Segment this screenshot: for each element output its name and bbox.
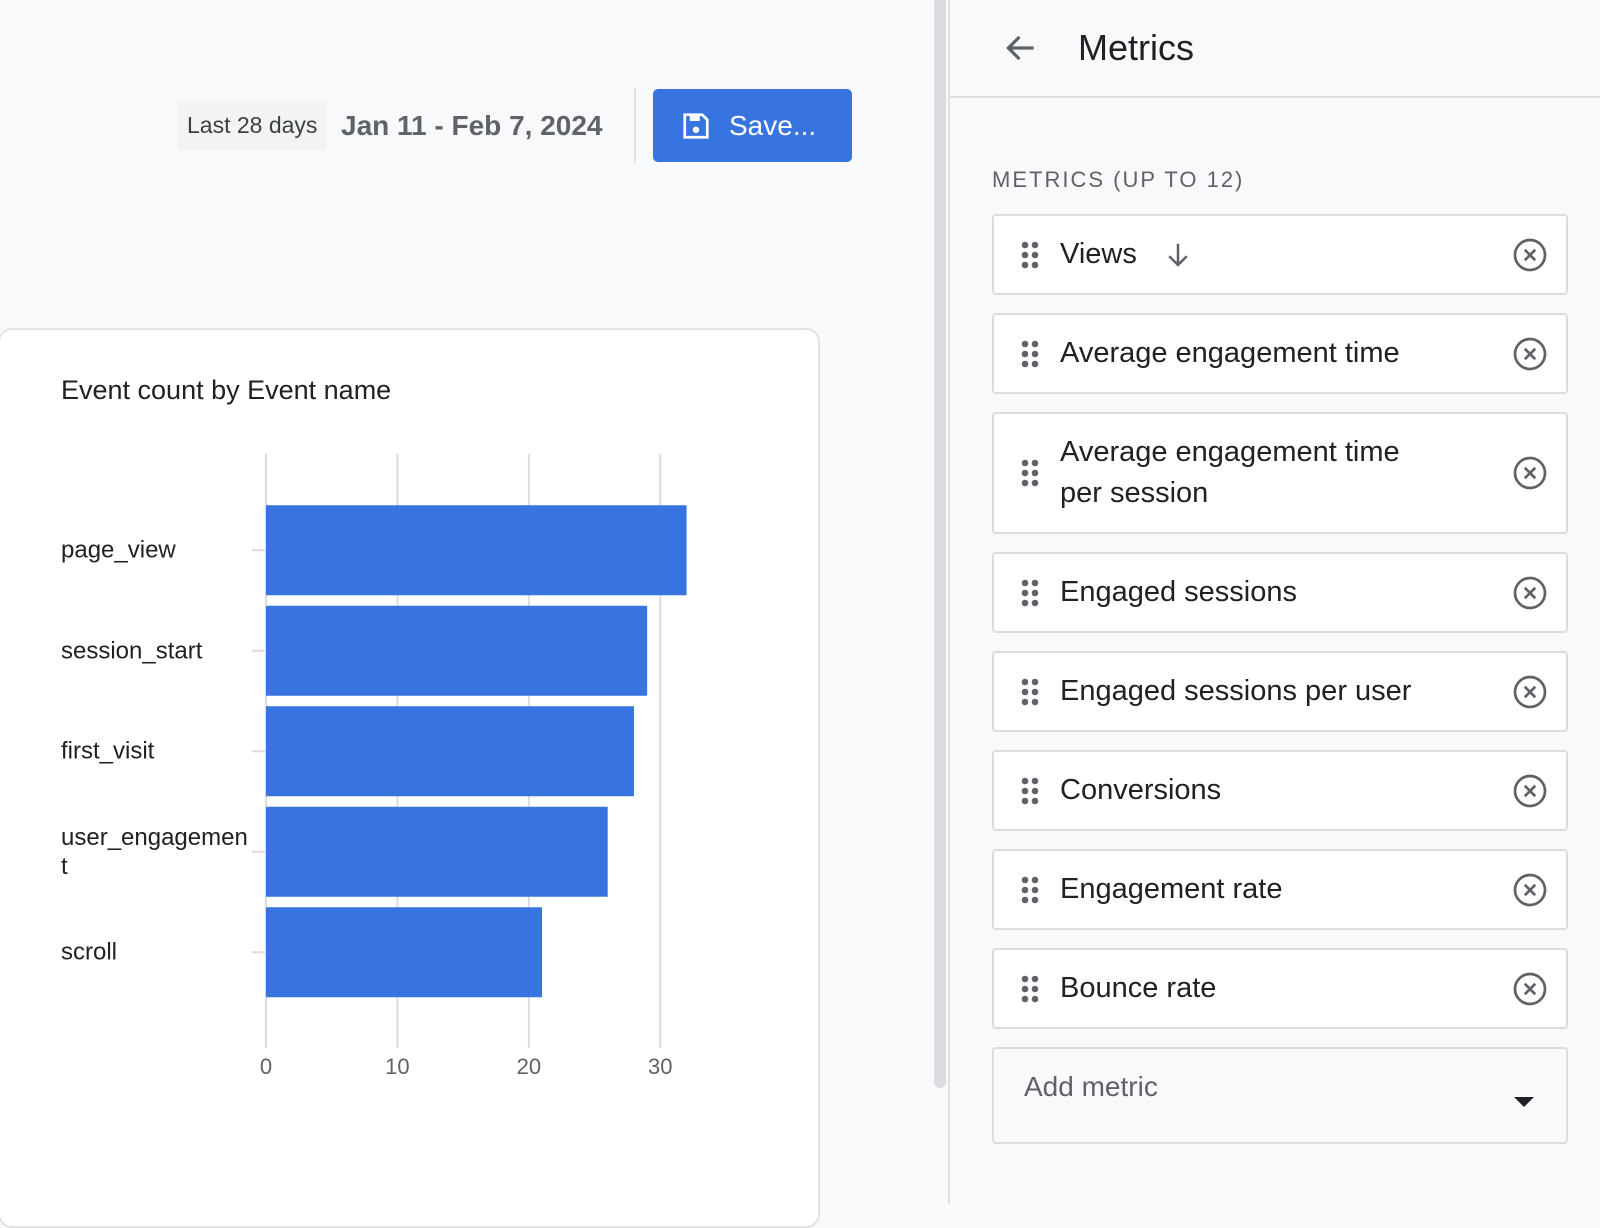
chart: Event count by Event name 0 10 20 30 [61,375,687,1079]
metric-item[interactable]: Engagement rate [992,849,1568,930]
remove-button[interactable] [1512,971,1548,1007]
drag-handle[interactable] [1020,676,1040,708]
save-icon [683,112,709,139]
metric-item[interactable]: Average engagement time [992,313,1568,394]
save-label: Save... [729,109,817,141]
remove-button[interactable] [1512,336,1548,372]
drag-handle[interactable] [1020,775,1040,807]
metric-row: Bounce rate [1040,950,1512,1027]
drag-handle[interactable] [1020,239,1040,271]
metric-item[interactable]: Conversions [992,750,1568,831]
remove-button[interactable] [1512,674,1548,710]
y-tick-label: page_view [61,536,176,564]
drag-handle[interactable] [1020,577,1040,609]
remove-button[interactable] [1512,872,1548,908]
drag-handle[interactable] [1020,338,1040,370]
x-tick-label: 30 [648,1054,672,1079]
metric-list: Views Average engagement time Average enga… [992,214,1568,1144]
metric-label: Average engagement time per session [1060,436,1400,509]
add-metric-label: Add metric [1024,1071,1158,1102]
dropdown-arrow [1514,1097,1534,1107]
metric-row: Engagement rate [1040,851,1512,928]
bar [266,505,687,596]
metric-row: Average engagement time [1040,315,1512,392]
drag-handle[interactable] [1020,973,1040,1005]
metric-label: Engaged sessions per user [1060,675,1412,707]
separator [634,89,636,163]
panel-title: Metrics [1078,27,1194,68]
metric-row: Engaged sessions per user [1040,653,1512,730]
bar [266,907,542,998]
y-tick-label: user_engagement [61,823,248,880]
metric-item[interactable]: Engaged sessions per user [992,651,1568,732]
metric-row: Views [1040,216,1512,293]
add-metric[interactable]: Add metric [992,1047,1568,1144]
metric-item[interactable]: Bounce rate [992,948,1568,1029]
remove-button[interactable] [1512,575,1548,611]
chart-title: Event count by Event name [61,375,391,405]
drag-handle[interactable] [1020,457,1040,489]
metric-label: Engagement rate [1060,873,1283,905]
metric-label: Average engagement time [1060,337,1400,369]
scrollbar[interactable] [934,0,946,1088]
metric-row: Average engagement time per session [1040,414,1512,532]
x-tick-label: 20 [517,1054,541,1079]
remove-button[interactable] [1512,773,1548,809]
sort-icon[interactable] [1163,240,1193,270]
section-label: METRICS (UP TO 12) [992,167,1245,192]
metrics-panel: Metrics METRICS (UP TO 12) Views Average … [948,0,1600,1204]
date-preset[interactable]: Last 28 days [178,101,327,150]
y-tick-label: first_visit [61,737,155,765]
metric-label: Views [1060,238,1137,270]
x-tick-label: 0 [260,1054,272,1079]
bar [266,605,648,696]
metric-row: Conversions [1040,752,1512,829]
metric-label: Conversions [1060,774,1222,806]
save-button[interactable]: Save... [653,89,852,162]
metric-label: Bounce rate [1060,972,1217,1004]
metric-label: Engaged sessions [1060,576,1297,608]
metric-item[interactable]: Average engagement time per session [992,412,1568,534]
back-button[interactable] [1002,29,1040,67]
panel-header: Metrics [950,0,1600,98]
drag-handle[interactable] [1020,874,1040,906]
chart-card: Event count by Event name 0 10 20 30 page_v… [0,328,820,1228]
date-range[interactable]: Jan 11 - Feb 7, 2024 [341,110,603,141]
metric-item[interactable]: Views [992,214,1568,295]
metric-item[interactable]: Engaged sessions [992,552,1568,633]
remove-button[interactable] [1512,237,1548,273]
y-tick-label: session_start [61,637,203,665]
remove-button[interactable] [1512,455,1548,491]
y-tick-label: scroll [61,938,118,966]
bar [266,806,608,897]
bar [266,706,634,797]
metric-row: Engaged sessions [1040,554,1512,631]
x-tick-label: 10 [385,1054,409,1079]
